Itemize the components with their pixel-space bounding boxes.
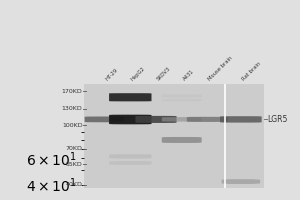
Text: 55KD: 55KD: [66, 162, 83, 167]
FancyBboxPatch shape: [162, 99, 202, 101]
FancyBboxPatch shape: [222, 179, 260, 184]
Text: 40KD: 40KD: [66, 182, 83, 187]
Text: SKOV3: SKOV3: [156, 66, 172, 82]
Text: HepG2: HepG2: [130, 66, 146, 82]
Text: 70KD: 70KD: [66, 146, 83, 151]
FancyBboxPatch shape: [109, 154, 152, 159]
Text: A431: A431: [182, 69, 195, 82]
FancyBboxPatch shape: [187, 117, 228, 122]
Text: 100KD: 100KD: [62, 123, 82, 128]
FancyBboxPatch shape: [162, 94, 202, 97]
FancyBboxPatch shape: [109, 161, 152, 165]
FancyBboxPatch shape: [85, 117, 124, 122]
FancyBboxPatch shape: [220, 116, 262, 123]
FancyBboxPatch shape: [109, 115, 152, 124]
Text: HT-29: HT-29: [105, 68, 119, 82]
Text: Mouse brain: Mouse brain: [207, 56, 234, 82]
FancyBboxPatch shape: [162, 117, 202, 122]
Text: 170KD: 170KD: [62, 89, 82, 94]
FancyBboxPatch shape: [109, 93, 152, 101]
Text: LGR5: LGR5: [268, 115, 288, 124]
Text: 130KD: 130KD: [62, 106, 82, 111]
FancyBboxPatch shape: [162, 137, 202, 143]
FancyBboxPatch shape: [135, 116, 177, 123]
Text: Rat brain: Rat brain: [241, 61, 262, 82]
